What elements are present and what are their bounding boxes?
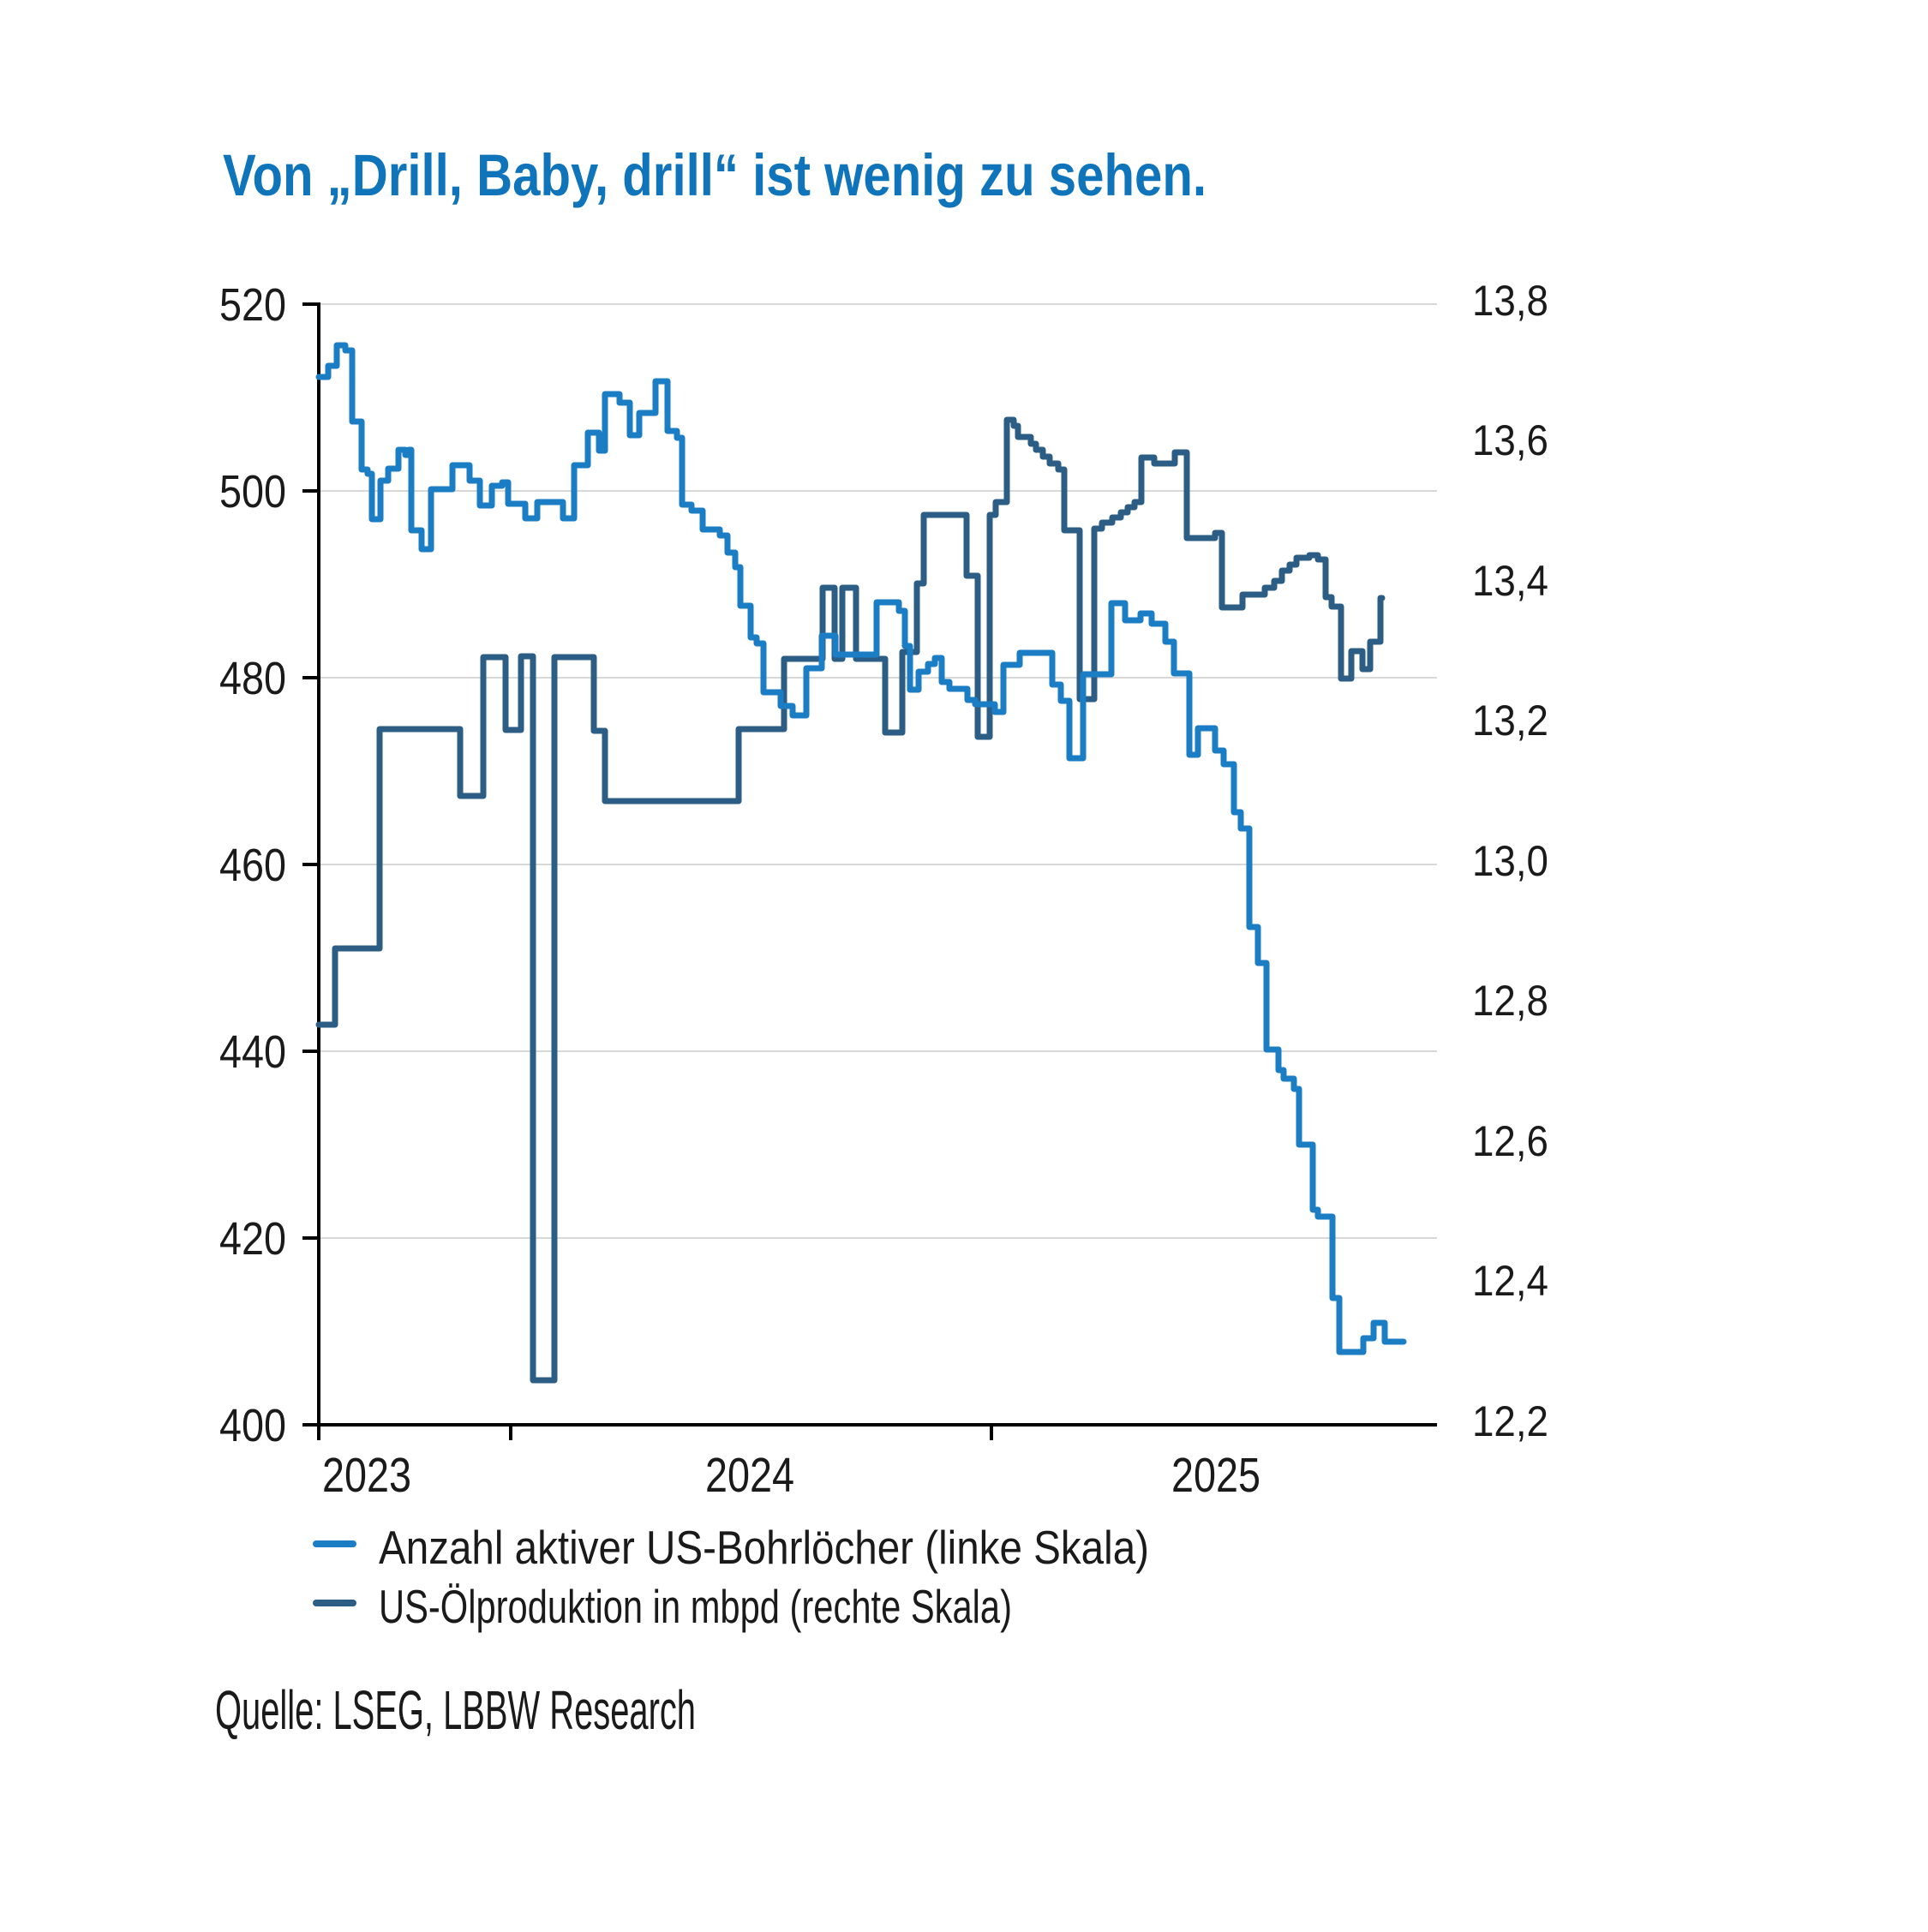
svg-text:500: 500	[219, 466, 286, 517]
svg-text:13,2: 13,2	[1472, 697, 1548, 745]
svg-text:Anzahl aktiver US-Bohrlöcher (: Anzahl aktiver US-Bohrlöcher (linke Skal…	[379, 1521, 1149, 1574]
svg-text:440: 440	[219, 1026, 286, 1078]
svg-text:12,2: 12,2	[1472, 1397, 1548, 1445]
svg-text:US-Ölproduktion in mbpd (recht: US-Ölproduktion in mbpd (rechte Skala)	[379, 1580, 1012, 1633]
svg-text:2023: 2023	[322, 1448, 411, 1503]
svg-text:2025: 2025	[1171, 1448, 1260, 1503]
svg-text:Von „Drill, Baby, drill“ ist w: Von „Drill, Baby, drill“ ist wenig zu se…	[223, 142, 1206, 208]
svg-text:480: 480	[219, 653, 286, 704]
svg-text:Quelle: LSEG, LBBW Research: Quelle: LSEG, LBBW Research	[215, 1679, 696, 1741]
svg-text:420: 420	[219, 1213, 286, 1265]
svg-text:13,8: 13,8	[1472, 277, 1548, 325]
svg-text:460: 460	[219, 840, 286, 891]
svg-text:12,8: 12,8	[1472, 977, 1548, 1025]
svg-text:2024: 2024	[705, 1448, 794, 1503]
svg-text:520: 520	[219, 279, 286, 331]
svg-text:12,4: 12,4	[1472, 1257, 1548, 1305]
svg-text:13,6: 13,6	[1472, 416, 1548, 464]
svg-text:13,0: 13,0	[1472, 837, 1548, 885]
svg-text:12,6: 12,6	[1472, 1117, 1548, 1165]
svg-text:13,4: 13,4	[1472, 557, 1548, 605]
svg-text:400: 400	[219, 1400, 286, 1451]
